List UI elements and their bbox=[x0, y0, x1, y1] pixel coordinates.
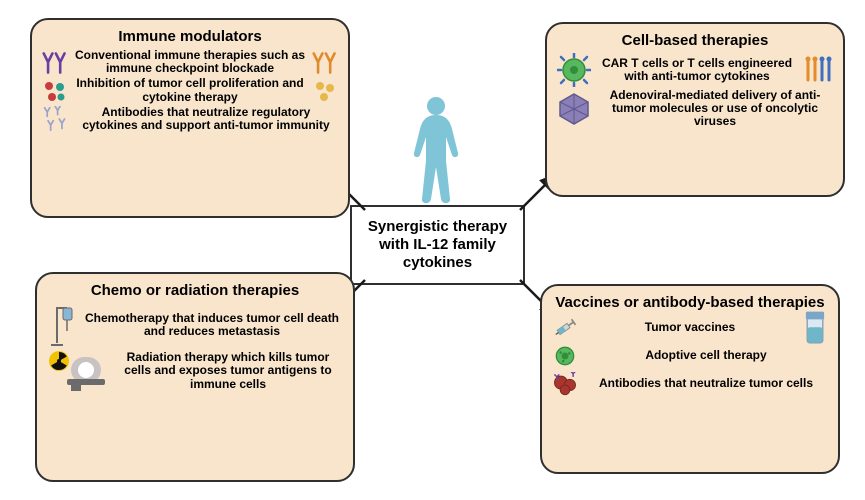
iv-drip-icon bbox=[47, 303, 75, 347]
antibody-icon bbox=[42, 49, 68, 75]
item-text: Chemotherapy that induces tumor cell dea… bbox=[81, 312, 343, 338]
panel-item: Antibodies that neutralize regulatory cy… bbox=[42, 106, 338, 132]
cell-based-therapies-panel: Cell-based therapies CAR T cells or T ce… bbox=[545, 22, 845, 197]
antibody-icon bbox=[312, 49, 338, 75]
panel-item: Inhibition of tumor cell proliferation a… bbox=[42, 77, 338, 103]
panel-item: Adoptive cell therapy bbox=[552, 343, 828, 369]
item-text: Tumor vaccines bbox=[584, 321, 796, 334]
center-text: Synergistic therapy with IL-12 family cy… bbox=[358, 218, 517, 272]
immune-cell-icon bbox=[552, 343, 578, 369]
item-text: Radiation therapy which kills tumor cell… bbox=[113, 351, 343, 391]
syringe-icon bbox=[552, 315, 578, 341]
tumor-cells-icon bbox=[552, 371, 578, 397]
molecule-dots-icon bbox=[312, 78, 338, 104]
panel-title: Immune modulators bbox=[42, 28, 338, 45]
antibody-scatter-icon bbox=[42, 106, 68, 132]
item-text: Conventional immune therapies such as im… bbox=[74, 49, 306, 75]
item-text: Adenoviral-mediated delivery of anti-tum… bbox=[597, 89, 833, 129]
panel-item: Chemotherapy that induces tumor cell dea… bbox=[47, 303, 343, 347]
center-box: Synergistic therapy with IL-12 family cy… bbox=[350, 205, 525, 285]
item-text: CAR T cells or T cells engineered with a… bbox=[597, 57, 797, 83]
human-figure-icon bbox=[408, 95, 464, 205]
panel-item: Tumor vaccines bbox=[552, 315, 828, 341]
ct-scanner-icon bbox=[47, 349, 107, 393]
panel-item: CAR T cells or T cells engineered with a… bbox=[557, 53, 833, 87]
panel-item: Antibodies that neutralize tumor cells bbox=[552, 371, 828, 397]
panel-item: Adenoviral-mediated delivery of anti-tum… bbox=[557, 89, 833, 129]
adenovirus-icon bbox=[557, 92, 591, 126]
panel-title: Cell-based therapies bbox=[557, 32, 833, 49]
panel-title: Vaccines or antibody-based therapies bbox=[552, 294, 828, 311]
receptors-icon bbox=[803, 56, 833, 84]
molecule-dots-icon bbox=[42, 78, 68, 104]
item-text: Inhibition of tumor cell proliferation a… bbox=[74, 77, 306, 103]
vial-icon bbox=[802, 315, 828, 341]
chemo-radiation-panel: Chemo or radiation therapies Chemotherap… bbox=[35, 272, 355, 482]
item-text: Antibodies that neutralize tumor cells bbox=[584, 377, 828, 390]
panel-item: Conventional immune therapies such as im… bbox=[42, 49, 338, 75]
immune-modulators-panel: Immune modulators Conventional immune th… bbox=[30, 18, 350, 218]
vaccines-antibody-panel: Vaccines or antibody-based therapies Tum… bbox=[540, 284, 840, 474]
panel-item: Radiation therapy which kills tumor cell… bbox=[47, 349, 343, 393]
item-text: Antibodies that neutralize regulatory cy… bbox=[74, 106, 338, 132]
item-text: Adoptive cell therapy bbox=[584, 349, 828, 362]
car-t-cell-icon bbox=[557, 53, 591, 87]
panel-title: Chemo or radiation therapies bbox=[47, 282, 343, 299]
